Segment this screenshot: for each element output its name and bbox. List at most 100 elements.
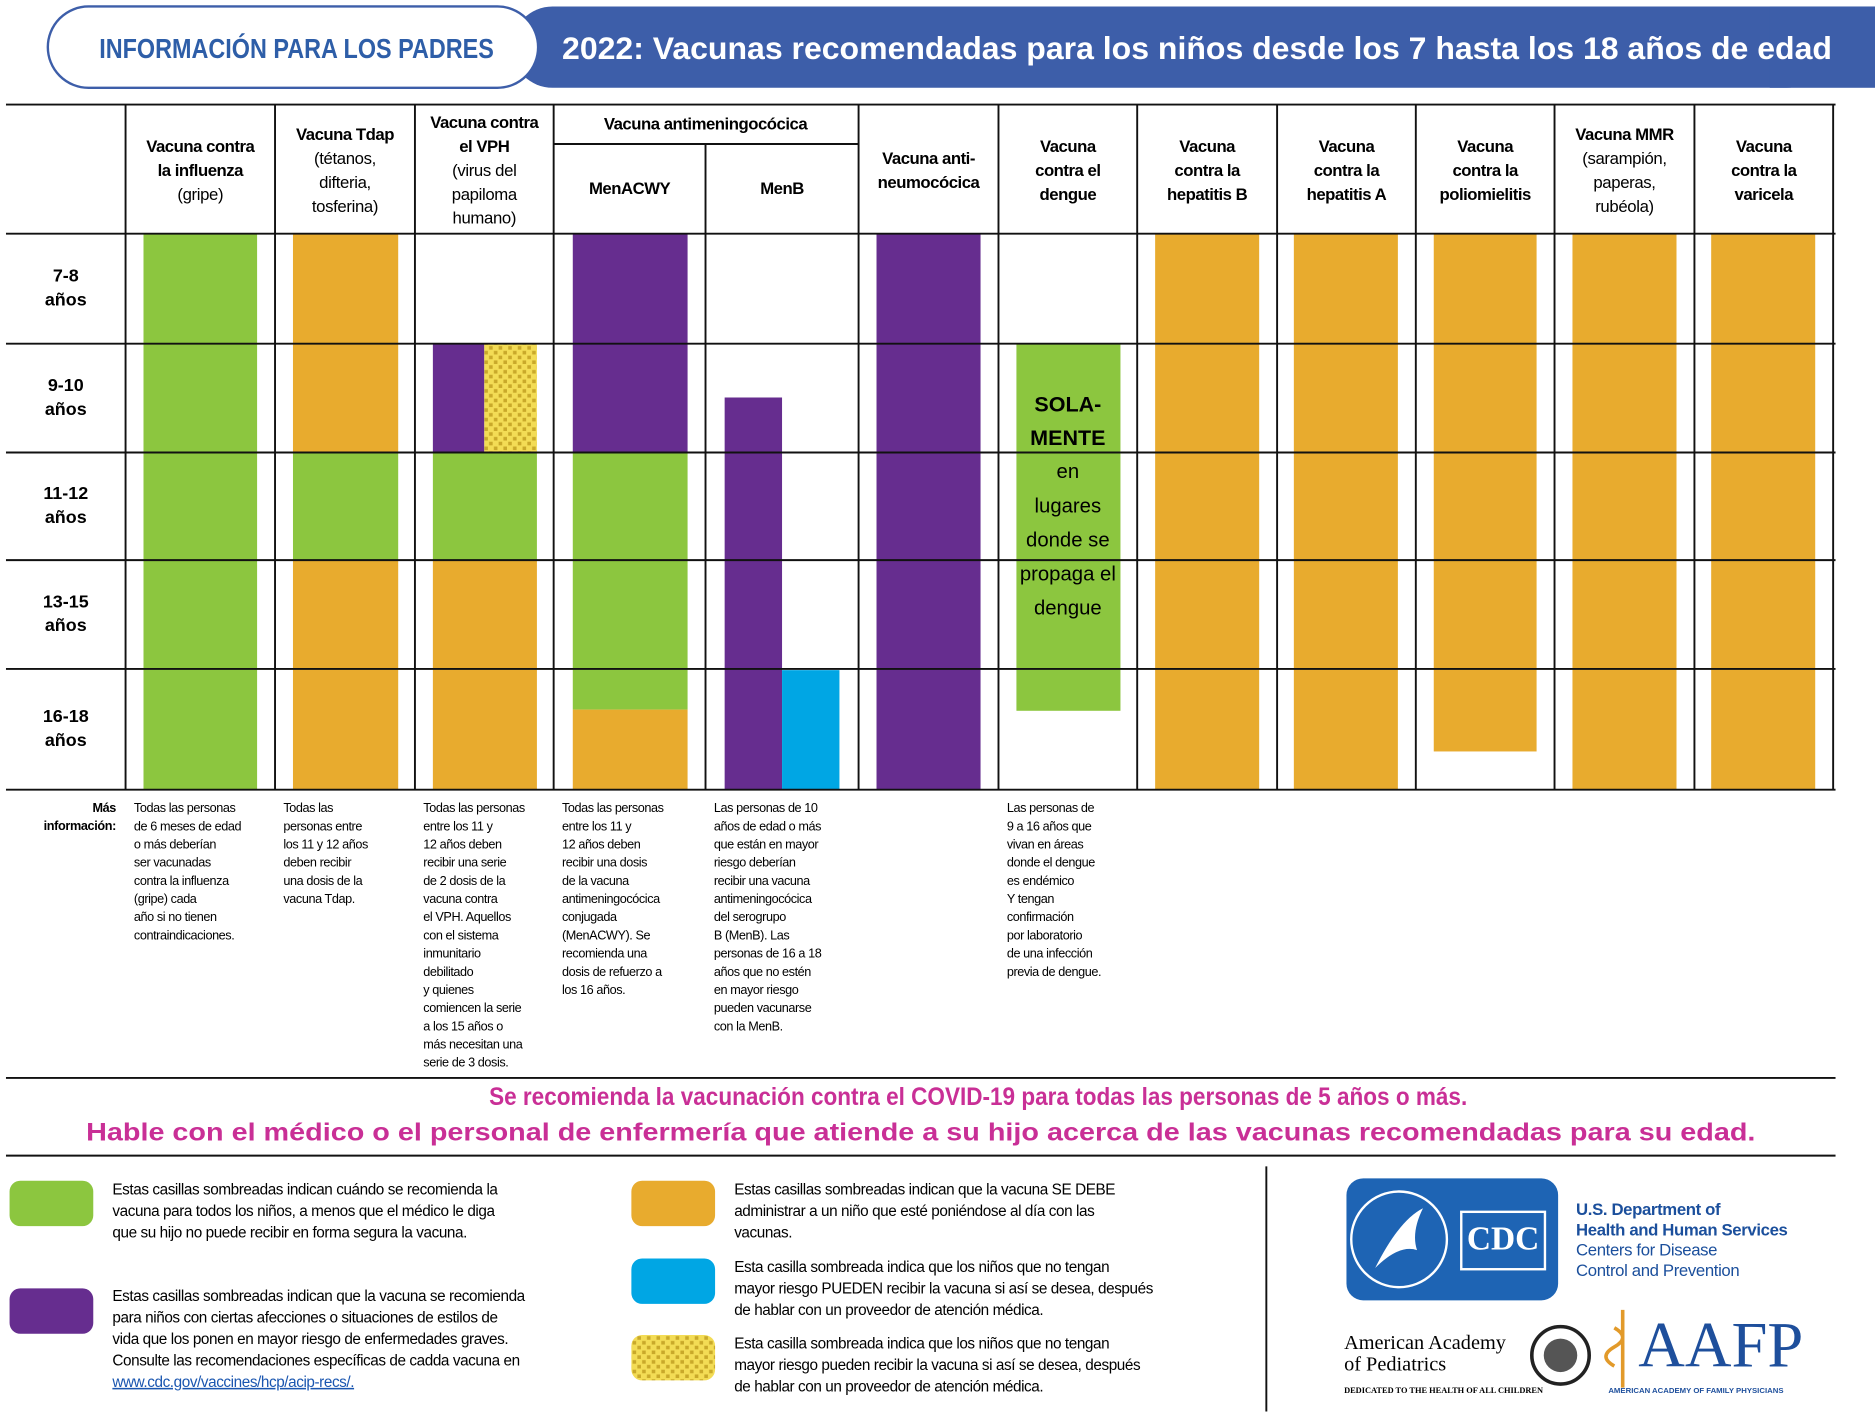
hhs-eagle	[1375, 1208, 1423, 1269]
schedule-cell	[143, 233, 258, 790]
column-note: personas entre	[283, 819, 362, 833]
column-note: entre los 11 y	[423, 819, 493, 833]
legend-swatch	[9, 1180, 94, 1227]
column-note: de 6 meses de edad	[134, 819, 242, 833]
column-title: contra la	[1314, 161, 1381, 180]
column-note: y quienes	[423, 983, 474, 997]
column-title: Vacuna Tdap	[296, 125, 394, 144]
section-label: INFORMACIÓN PARA LOS PADRES	[99, 33, 494, 64]
column-note: entre los 11 y	[562, 819, 632, 833]
column-note: recomienda una	[562, 947, 648, 961]
column-note: pueden vacunarse	[714, 1001, 812, 1015]
row-label: años	[45, 399, 87, 419]
column-title: hepatitis B	[1167, 185, 1248, 204]
row-label: años	[45, 507, 87, 527]
schedule-cell	[432, 560, 537, 790]
column-title: contra la	[1174, 161, 1241, 180]
column-note: a los 15 años o	[423, 1019, 503, 1033]
column-title: Vacuna contra	[430, 113, 539, 132]
column-note: años que no estén	[714, 965, 811, 979]
row-label: 7-8	[53, 265, 79, 285]
legend-link[interactable]: www.cdc.gov/vaccines/hcp/acip-recs/.	[111, 1374, 354, 1391]
column-note: contra la influenza	[134, 874, 230, 888]
legend-text: Esta casilla sombreada indica que los ni…	[734, 1336, 1109, 1353]
column-note: con el sistema	[423, 928, 499, 942]
legend-text: mayor riesgo PUEDEN recibir la vacuna si…	[734, 1281, 1153, 1298]
column-title: contra la	[1452, 161, 1519, 180]
column-note: Todas las personas	[134, 801, 236, 815]
legend-swatch	[631, 1334, 716, 1381]
column-note: Y tengan	[1007, 892, 1054, 906]
schedule-cell	[724, 397, 783, 790]
column-note: B (MenB). Las	[714, 928, 790, 942]
column-note: donde el dengue	[1007, 856, 1095, 870]
hhs-name: U.S. Department of	[1576, 1200, 1721, 1219]
row-label: 13-15	[43, 591, 89, 611]
column-subtitle: (gripe)	[177, 185, 223, 204]
column-subtitle: humano)	[453, 209, 517, 228]
column-title: Vacuna	[1736, 137, 1793, 156]
column-title: Vacuna anti-	[882, 149, 975, 168]
aafp-name: AMERICAN ACADEMY OF FAMILY PHYSICIANS	[1608, 1386, 1783, 1395]
row-label: 11-12	[43, 483, 88, 503]
schedule-cell	[782, 670, 840, 790]
column-note: personas de 16 a 18	[714, 947, 822, 961]
schedule-cell	[1155, 233, 1260, 790]
column-note: con la MenB.	[714, 1019, 783, 1033]
legend-text: mayor riesgo pueden recibir la vacuna si…	[734, 1357, 1141, 1374]
column-title: dengue	[1040, 185, 1097, 204]
schedule-cell	[1016, 343, 1121, 711]
schedule-cell	[572, 452, 688, 710]
row-label: años	[45, 615, 87, 635]
column-note: 12 años deben	[562, 838, 641, 852]
column-note: vacuna contra	[423, 892, 498, 906]
legend-text: Estas casillas sombreadas indican que la…	[112, 1288, 525, 1305]
column-note: deben recibir	[283, 856, 351, 870]
schedule-cell	[572, 709, 688, 790]
column-title: MenACWY	[589, 179, 671, 198]
column-subtitle: difteria,	[319, 173, 371, 192]
schedule-cell	[292, 560, 399, 790]
row-label: años	[45, 730, 87, 750]
column-note: es endémico	[1007, 874, 1075, 888]
legend-text: de hablar con un proveedor de atención m…	[734, 1302, 1043, 1319]
column-note: en mayor riesgo	[714, 983, 799, 997]
column-note: el VPH. Aquellos	[423, 910, 511, 924]
aap-seal	[1543, 1338, 1578, 1373]
cdc-box	[1460, 1210, 1547, 1271]
column-title: Vacuna contra	[146, 137, 255, 156]
aafp-caduceus	[1604, 1309, 1625, 1388]
column-title: Vacuna	[1457, 137, 1514, 156]
dengue-label: propaga el	[1020, 563, 1116, 585]
schedule-cell	[1572, 233, 1677, 790]
row-label: 16-18	[43, 706, 89, 726]
legend-text: Estas casillas sombreadas indican que la…	[734, 1181, 1115, 1198]
column-title: MenB	[760, 179, 804, 198]
legend-text: que su hijo no puede recibir en forma se…	[112, 1224, 467, 1241]
column-note: 12 años deben	[423, 838, 502, 852]
column-subtitle: (sarampión,	[1582, 149, 1666, 168]
column-note: previa de dengue.	[1007, 965, 1101, 979]
column-note: una dosis de la	[283, 874, 363, 888]
cdc-name: Control and Prevention	[1576, 1261, 1739, 1280]
column-note: inmunitario	[423, 947, 481, 961]
legend-text: de hablar con un proveedor de atención m…	[734, 1379, 1043, 1396]
cdc-label: CDC	[1467, 1220, 1540, 1257]
column-subtitle: paperas,	[1593, 173, 1655, 192]
column-title: Vacuna MMR	[1575, 125, 1674, 144]
schedule-cell	[1433, 233, 1537, 752]
column-title: Vacuna	[1040, 137, 1097, 156]
column-title: el VPH	[459, 137, 509, 156]
aap-tagline: DEDICATED TO THE HEALTH OF ALL CHILDREN	[1344, 1386, 1543, 1395]
column-note: serie de 3 dosis.	[423, 1056, 508, 1070]
legend-text: administrar a un niño que esté poniéndos…	[734, 1203, 1095, 1220]
page-title: 2022: Vacunas recomendadas para los niño…	[562, 31, 1832, 66]
dengue-label: MENTE	[1030, 426, 1105, 450]
legend-text: Consulte las recomendaciones específicas…	[112, 1352, 519, 1369]
more-info-label: Más	[92, 801, 116, 815]
legend-text: vida que los ponen en mayor riesgo de en…	[112, 1331, 508, 1348]
dengue-label: SOLA-	[1034, 393, 1101, 417]
column-note: Las personas de 10	[714, 801, 818, 815]
schedule-cell	[432, 452, 537, 561]
